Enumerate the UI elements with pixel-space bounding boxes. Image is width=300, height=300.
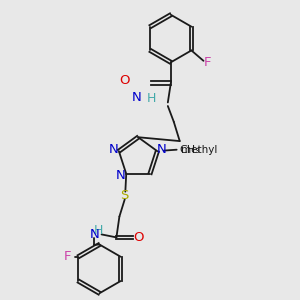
Text: N: N [109, 143, 118, 156]
Text: O: O [119, 74, 130, 87]
Text: F: F [64, 250, 72, 263]
Text: N: N [116, 169, 126, 182]
Text: methyl: methyl [181, 145, 218, 155]
Text: N: N [132, 92, 142, 104]
Text: H: H [147, 92, 156, 105]
Text: N: N [89, 228, 99, 241]
Text: N: N [157, 143, 167, 156]
Text: O: O [134, 231, 144, 244]
Text: S: S [121, 189, 129, 202]
Text: F: F [204, 56, 212, 69]
Text: H: H [94, 224, 103, 237]
Text: CH₃: CH₃ [180, 145, 200, 155]
